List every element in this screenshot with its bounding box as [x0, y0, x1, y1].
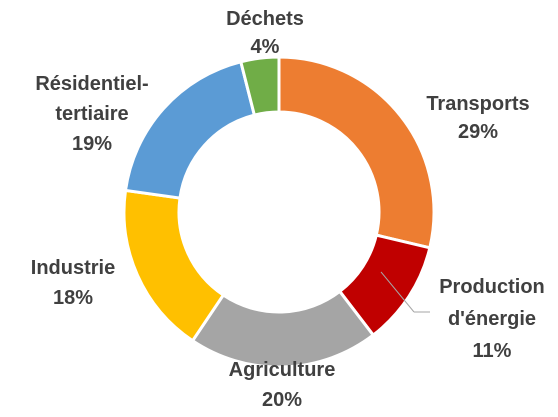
slice-industrie [122, 188, 226, 343]
label-residentiel-name-line2: tertiaire [55, 103, 128, 125]
label-residentiel-value: 19% [72, 133, 112, 155]
label-agriculture-value: 20% [262, 389, 302, 411]
label-production-value: 11% [473, 340, 512, 362]
label-production-name-line2: d'énergie [448, 308, 536, 330]
slice-transports [277, 55, 436, 250]
label-dechets-name: Déchets [226, 8, 304, 30]
label-production-name-line1: Production [439, 276, 545, 298]
label-transports-value: 29% [458, 121, 498, 143]
leader-line-production-energie [380, 271, 415, 313]
label-transports-name: Transports [426, 93, 529, 115]
label-industrie-name: Industrie [31, 257, 115, 279]
slice-dechets [239, 55, 281, 117]
label-dechets-value: 4% [251, 36, 280, 58]
label-agriculture-name: Agriculture [229, 359, 336, 381]
label-industrie-value: 18% [53, 287, 93, 309]
label-residentiel-name-line1: Résidentiel- [35, 73, 148, 95]
donut-slices [122, 55, 436, 369]
